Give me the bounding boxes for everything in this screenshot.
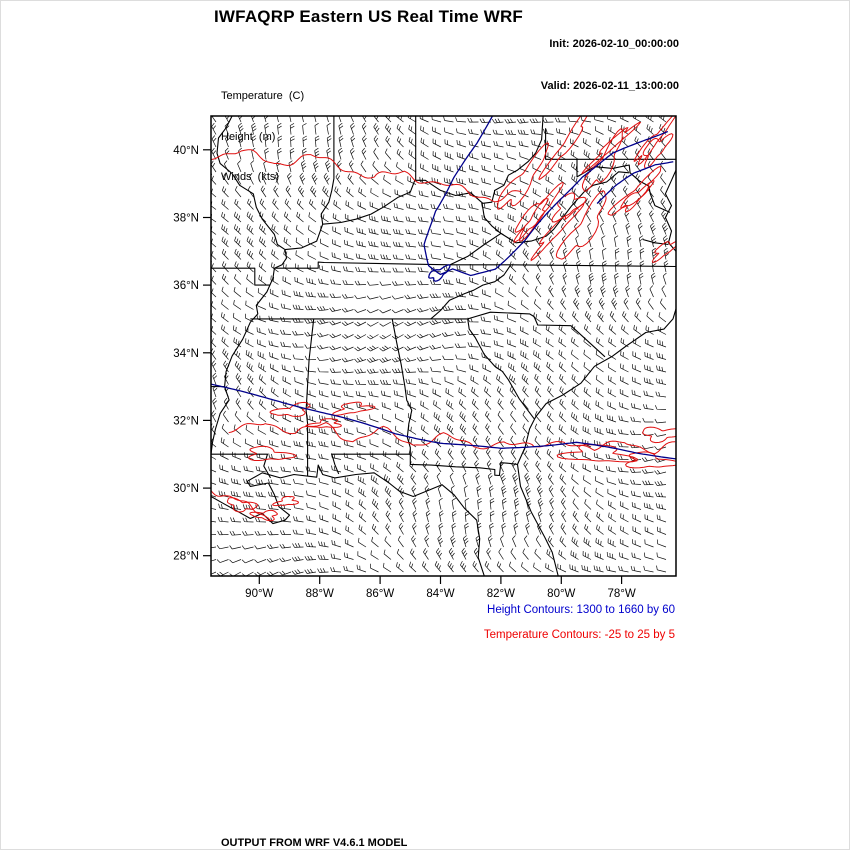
svg-text:38°N: 38°N: [173, 213, 199, 225]
height-contours-layer: [211, 116, 676, 460]
height-contours-legend: Height Contours: 1300 to 1660 by 60: [487, 604, 675, 616]
map-figure: 40°N 38°N 36°N 34°N 32°N 30°N 28°N 90°W 88°W 86°W…: [161, 114, 681, 606]
svg-text:30°N: 30°N: [173, 483, 199, 495]
svg-text:80°W: 80°W: [547, 588, 575, 600]
svg-text:86°W: 86°W: [366, 588, 394, 600]
map-frame: [210, 115, 677, 577]
svg-text:32°N: 32°N: [173, 415, 199, 427]
svg-text:88°W: 88°W: [306, 588, 334, 600]
plot-title: IWFAQRP Eastern US Real Time WRF: [214, 7, 524, 26]
temperature-contours-layer: [211, 116, 676, 522]
svg-text:28°N: 28°N: [173, 551, 199, 563]
svg-text:82°W: 82°W: [487, 588, 515, 600]
temperature-contours-legend: Temperature Contours: -25 to 25 by 5: [483, 629, 675, 641]
map-canvas: 40°N 38°N 36°N 34°N 32°N 30°N 28°N 90°W 88°W 86°W…: [173, 115, 677, 600]
footer-model-line: OUTPUT FROM WRF V4.6.1 MODEL: [221, 837, 408, 849]
field-temperature-label: Temperature (C): [221, 90, 305, 102]
svg-text:40°N: 40°N: [173, 145, 199, 157]
init-timestamp: Init: 2026-02-10_00:00:00: [549, 38, 679, 50]
valid-timestamp: Valid: 2026-02-11_13:00:00: [540, 80, 679, 92]
axis-ticks: [203, 149, 623, 584]
footer: OUTPUT FROM WRF V4.6.1 MODEL WE = 1000 ;…: [221, 810, 691, 849]
axis-labels: 40°N 38°N 36°N 34°N 32°N 30°N 28°N 90°W 88°W 86°W…: [173, 145, 636, 600]
wind-barbs-layer: [211, 116, 670, 576]
state-borders-layer: [211, 116, 676, 576]
svg-text:36°N: 36°N: [173, 280, 199, 292]
svg-text:78°W: 78°W: [607, 588, 635, 600]
svg-text:34°N: 34°N: [173, 348, 199, 360]
svg-text:84°W: 84°W: [426, 588, 454, 600]
timestamps: Init: 2026-02-10_00:00:00 Valid: 2026-02…: [541, 9, 679, 121]
svg-text:90°W: 90°W: [245, 588, 273, 600]
